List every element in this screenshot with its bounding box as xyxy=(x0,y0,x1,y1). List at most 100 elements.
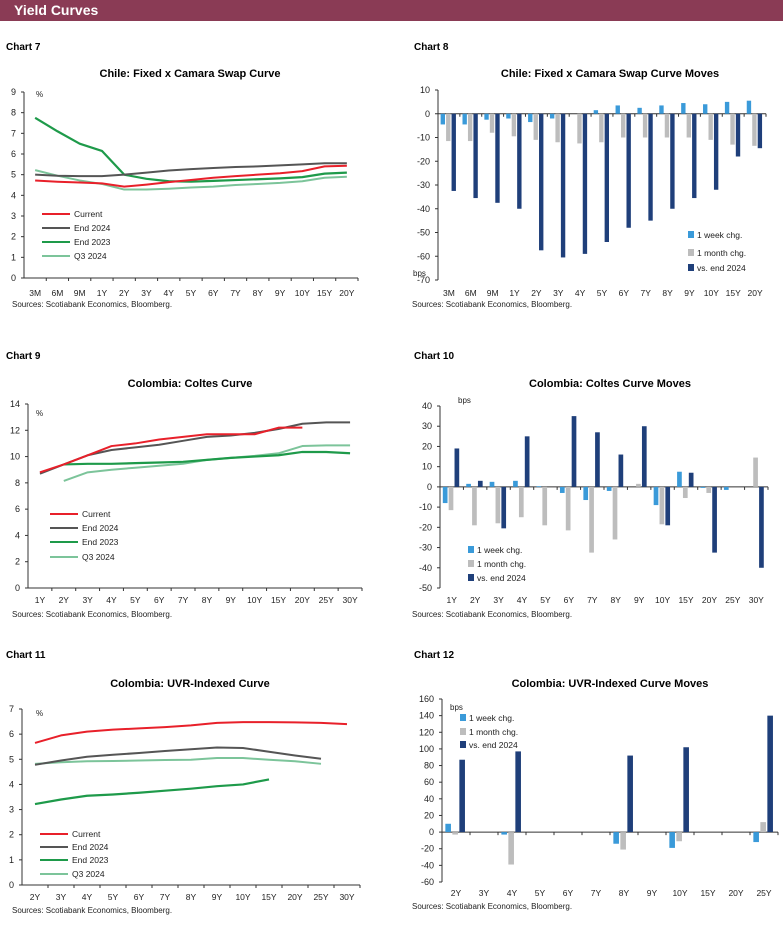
bar-vs-end-2024 xyxy=(670,113,675,209)
bar-1-month-chg xyxy=(708,113,713,140)
source-note: Sources: Scotiabank Economics, Bloomberg… xyxy=(12,906,172,915)
source-note: Sources: Scotiabank Economics, Bloomberg… xyxy=(12,610,172,619)
y-tick-label: -10 xyxy=(417,133,430,143)
bar-1-week-chg xyxy=(466,483,471,487)
chart-7-label: Chart 7 xyxy=(6,42,41,53)
x-tick-label: 5Y xyxy=(108,892,119,902)
y-tick-label: 0 xyxy=(427,482,432,492)
series-line-q3-2024 xyxy=(34,169,347,191)
bar-vs-end-2024 xyxy=(517,113,522,209)
y-tick-label: 3 xyxy=(9,805,14,815)
legend-swatch xyxy=(688,231,694,238)
series-line-end-2023 xyxy=(34,116,347,183)
bar-1-week-chg xyxy=(724,101,730,114)
y-tick-label: 10 xyxy=(420,85,430,95)
section-title: Yield Curves xyxy=(14,2,99,18)
bar-1-month-chg xyxy=(467,113,473,142)
x-tick-label: 1Y xyxy=(97,288,108,298)
x-tick-label: 9M xyxy=(74,288,86,298)
y-tick-label: 1 xyxy=(11,252,16,262)
bar-1-month-chg xyxy=(472,486,477,526)
series-line-end-2023 xyxy=(34,778,270,806)
x-tick-label: 3Y xyxy=(82,595,93,605)
bar-1-week-chg xyxy=(746,100,752,114)
y-tick-label: 60 xyxy=(424,777,434,787)
x-tick-label: 9Y xyxy=(647,888,658,898)
y-tick-label: 1 xyxy=(9,855,14,865)
bar-vs-end-2024 xyxy=(582,113,588,254)
legend-label: End 2023 xyxy=(82,537,119,547)
y-tick-label: 8 xyxy=(15,478,20,488)
x-tick-label: 30Y xyxy=(339,892,354,902)
x-tick-label: 6Y xyxy=(208,288,219,298)
y-tick-label: -20 xyxy=(421,844,434,854)
bar-vs-end-2024 xyxy=(454,448,460,487)
y-tick-label: 2 xyxy=(9,830,14,840)
bar-1-month-chg xyxy=(642,113,648,138)
legend-label: Q3 2024 xyxy=(72,869,105,879)
bar-1-week-chg xyxy=(549,113,555,119)
bar-1-week-chg xyxy=(440,113,445,125)
bar-vs-end-2024 xyxy=(688,472,694,487)
bar-vs-end-2024 xyxy=(757,113,763,149)
y-tick-label: 7 xyxy=(11,128,16,138)
legend-swatch xyxy=(468,574,474,581)
x-tick-label: 15Y xyxy=(700,888,715,898)
x-tick-label: 30Y xyxy=(749,595,764,605)
y-tick-label: 80 xyxy=(424,761,434,771)
bar-1-month-chg xyxy=(620,832,626,850)
bar-vs-end-2024 xyxy=(524,436,530,487)
x-tick-label: 15Y xyxy=(261,892,276,902)
chart-8: Chile: Fixed x Camara Swap Curve Moves -7… xyxy=(412,68,767,309)
x-tick-label: 1Y xyxy=(35,595,46,605)
legend-label: vs. end 2024 xyxy=(697,263,746,273)
bar-1-month-chg xyxy=(448,486,454,511)
y-tick-label: 2 xyxy=(15,557,20,567)
x-tick-label: 6Y xyxy=(154,595,165,605)
x-tick-label: 4Y xyxy=(575,288,586,298)
bar-vs-end-2024 xyxy=(692,113,697,199)
bar-1-month-chg xyxy=(489,113,495,133)
bar-1-month-chg xyxy=(511,113,517,137)
x-tick-label: 2Y xyxy=(119,288,130,298)
bar-1-month-chg xyxy=(508,832,514,865)
legend-label: 1 month chg. xyxy=(697,248,746,258)
bar-1-month-chg xyxy=(659,486,665,525)
x-tick-label: 5Y xyxy=(186,288,197,298)
y-tick-label: -40 xyxy=(417,204,430,214)
legend-swatch xyxy=(468,546,474,553)
series-line-end-2024 xyxy=(35,162,347,178)
y-tick-label: -30 xyxy=(419,543,432,553)
legend-swatch xyxy=(468,560,474,567)
chart-title: Chile: Fixed x Camara Swap Curve xyxy=(100,68,281,80)
bar-vs-end-2024 xyxy=(539,113,544,251)
unit-label: % xyxy=(36,90,43,99)
bar-vs-end-2024 xyxy=(595,432,600,487)
y-tick-label: -20 xyxy=(419,522,432,532)
x-tick-label: 15Y xyxy=(271,595,286,605)
x-tick-label: 20Y xyxy=(339,288,354,298)
bar-vs-end-2024 xyxy=(648,113,653,221)
chart-11-label: Chart 11 xyxy=(6,650,46,661)
x-tick-label: 5Y xyxy=(130,595,141,605)
legend-swatch xyxy=(460,741,466,748)
bar-vs-end-2024 xyxy=(641,426,647,487)
y-tick-label: 8 xyxy=(11,108,16,118)
bar-1-month-chg xyxy=(664,113,670,138)
x-tick-label: 3M xyxy=(443,288,455,298)
chart-title: Colombia: UVR-Indexed Curve Moves xyxy=(512,678,709,690)
bar-1-week-chg xyxy=(489,481,495,487)
x-tick-label: 6Y xyxy=(619,288,630,298)
legend-label: Current xyxy=(82,509,111,519)
series-line-current xyxy=(34,721,348,744)
bar-1-week-chg xyxy=(700,486,706,488)
x-tick-label: 3Y xyxy=(553,288,564,298)
legend-label: 1 week chg. xyxy=(697,230,742,240)
bar-vs-end-2024 xyxy=(627,755,633,833)
bar-1-month-chg xyxy=(577,113,582,144)
series-line-current xyxy=(39,426,303,474)
bar-1-month-chg xyxy=(621,113,626,138)
y-tick-label: 0 xyxy=(425,109,430,119)
source-note: Sources: Scotiabank Economics, Bloomberg… xyxy=(412,610,572,619)
bar-vs-end-2024 xyxy=(451,113,456,191)
